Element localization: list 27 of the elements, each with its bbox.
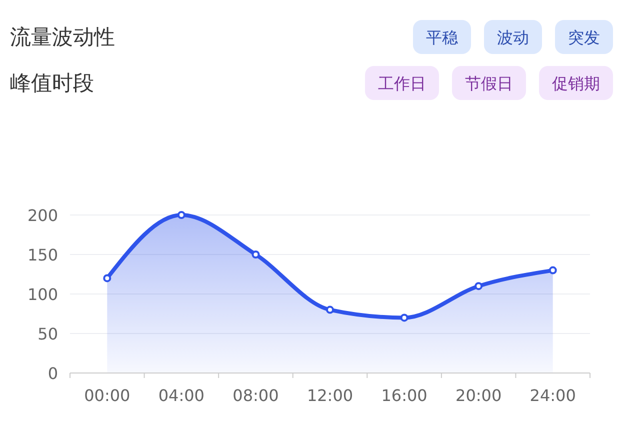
- y-tick-label: 150: [27, 246, 58, 264]
- text: 峰值时段: [10, 71, 94, 95]
- text: 工作日: [378, 74, 426, 93]
- point: [326, 306, 334, 314]
- x-tick-label: 00:00: [84, 386, 130, 405]
- y-tick-label: 100: [27, 285, 58, 304]
- text: 流量波动性: [10, 25, 115, 49]
- point: [548, 266, 557, 274]
- x-tick-label: 12:00: [306, 386, 354, 405]
- text: 波动: [497, 28, 529, 47]
- y-tick-label: 0: [48, 364, 58, 383]
- text: 平稳: [426, 28, 458, 47]
- point: [177, 211, 186, 219]
- point: [474, 282, 483, 290]
- x-tick-label: 08:00: [232, 386, 279, 405]
- x-tick-label: 04:00: [158, 386, 204, 405]
- x-tick-label: 20:00: [456, 386, 502, 405]
- point: [103, 274, 112, 282]
- text: 突发: [568, 28, 600, 47]
- point: [252, 250, 260, 258]
- text: 促销期: [552, 74, 600, 93]
- y-tick-label: 200: [27, 206, 58, 225]
- x-tick-label: 24:00: [530, 386, 576, 405]
- y-tick-label: 50: [38, 324, 58, 344]
- x-tick-label: 16:00: [381, 386, 428, 405]
- text: 节假日: [465, 74, 513, 93]
- point: [400, 314, 408, 322]
